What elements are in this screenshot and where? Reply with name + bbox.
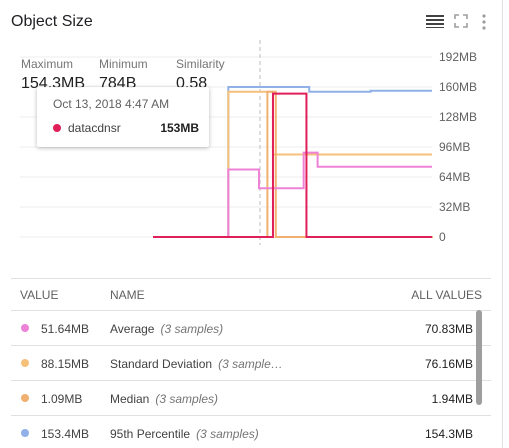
tooltip-series-name: datacdnsr xyxy=(68,121,121,135)
legend-value: 88.15MB xyxy=(41,357,90,371)
legend-row[interactable]: 153.4MB 95th Percentile (3 samples) 154.3MB xyxy=(11,416,491,448)
legend-value: 51.64MB xyxy=(41,322,90,336)
y-tick-label: 128MB xyxy=(439,110,477,124)
series-color-dot xyxy=(21,394,29,402)
y-tick-label: 0 xyxy=(439,230,446,244)
y-tick-label: 96MB xyxy=(439,140,470,154)
legend-value: 1.09MB xyxy=(41,392,83,406)
series-color-dot xyxy=(21,429,29,437)
legend-name-label: Standard Deviation xyxy=(110,357,213,371)
legend-row[interactable]: 1.09MB Median (3 samples) 1.94MB xyxy=(11,381,491,416)
card-title: Object Size xyxy=(11,13,93,30)
legend-samples: (3 sample… xyxy=(218,357,283,371)
legend-all-values: 1.94MB xyxy=(431,392,473,406)
legend-header-value[interactable]: VALUE xyxy=(20,288,59,302)
y-tick-label: 32MB xyxy=(439,200,470,214)
legend-name-label: 95th Percentile xyxy=(110,427,191,441)
legend-header: VALUE NAME ALL VALUES xyxy=(11,278,491,311)
legend-scrollbar[interactable] xyxy=(476,310,482,405)
legend-row[interactable]: 51.64MB Average (3 samples) 70.83MB xyxy=(11,311,491,346)
legend-value: 153.4MB xyxy=(41,427,90,441)
tooltip-series-value: 153MB xyxy=(160,121,199,135)
legend-list-icon[interactable] xyxy=(426,14,444,28)
legend-name: Standard Deviation (3 sample… xyxy=(110,357,283,371)
series-color-dot xyxy=(21,324,29,332)
legend-samples: (3 samples) xyxy=(155,392,219,406)
tooltip-series-dot xyxy=(53,124,61,132)
series-line-4[interactable] xyxy=(153,92,432,238)
legend-name-label: Average xyxy=(110,322,155,336)
legend-samples: (3 samples) xyxy=(160,322,224,336)
series-line-3[interactable] xyxy=(153,151,432,238)
legend-name-label: Median xyxy=(110,392,150,406)
chart-tooltip: Oct 13, 2018 4:47 AM datacdnsr 153MB xyxy=(37,87,209,147)
legend-all-values: 70.83MB xyxy=(424,322,473,336)
tooltip-time: Oct 13, 2018 4:47 AM xyxy=(53,97,170,111)
legend-name: Average (3 samples) xyxy=(110,322,223,336)
object-size-chart[interactable]: 192MB 160MB 128MB 96MB 64MB 32MB 0 xyxy=(0,40,503,250)
y-tick-label: 64MB xyxy=(439,170,470,184)
legend-samples: (3 samples) xyxy=(196,427,259,441)
legend-row[interactable]: 88.15MB Standard Deviation (3 sample… 76.16… xyxy=(11,346,491,381)
more-vert-icon[interactable] xyxy=(481,14,487,30)
legend-header-all-values[interactable]: ALL VALUES xyxy=(411,288,482,302)
legend-name: Median (3 samples) xyxy=(110,392,218,406)
fullscreen-icon[interactable] xyxy=(454,14,468,28)
legend-all-values: 154.3MB xyxy=(424,427,473,441)
legend-table: VALUE NAME ALL VALUES 51.64MB Average (3 s… xyxy=(11,278,491,448)
y-tick-label: 192MB xyxy=(439,50,477,64)
legend-all-values: 76.16MB xyxy=(424,357,473,371)
y-tick-label: 160MB xyxy=(439,80,477,94)
series-color-dot xyxy=(21,359,29,367)
legend-name: 95th Percentile (3 samples) xyxy=(110,427,259,441)
legend-header-name[interactable]: NAME xyxy=(110,288,145,302)
